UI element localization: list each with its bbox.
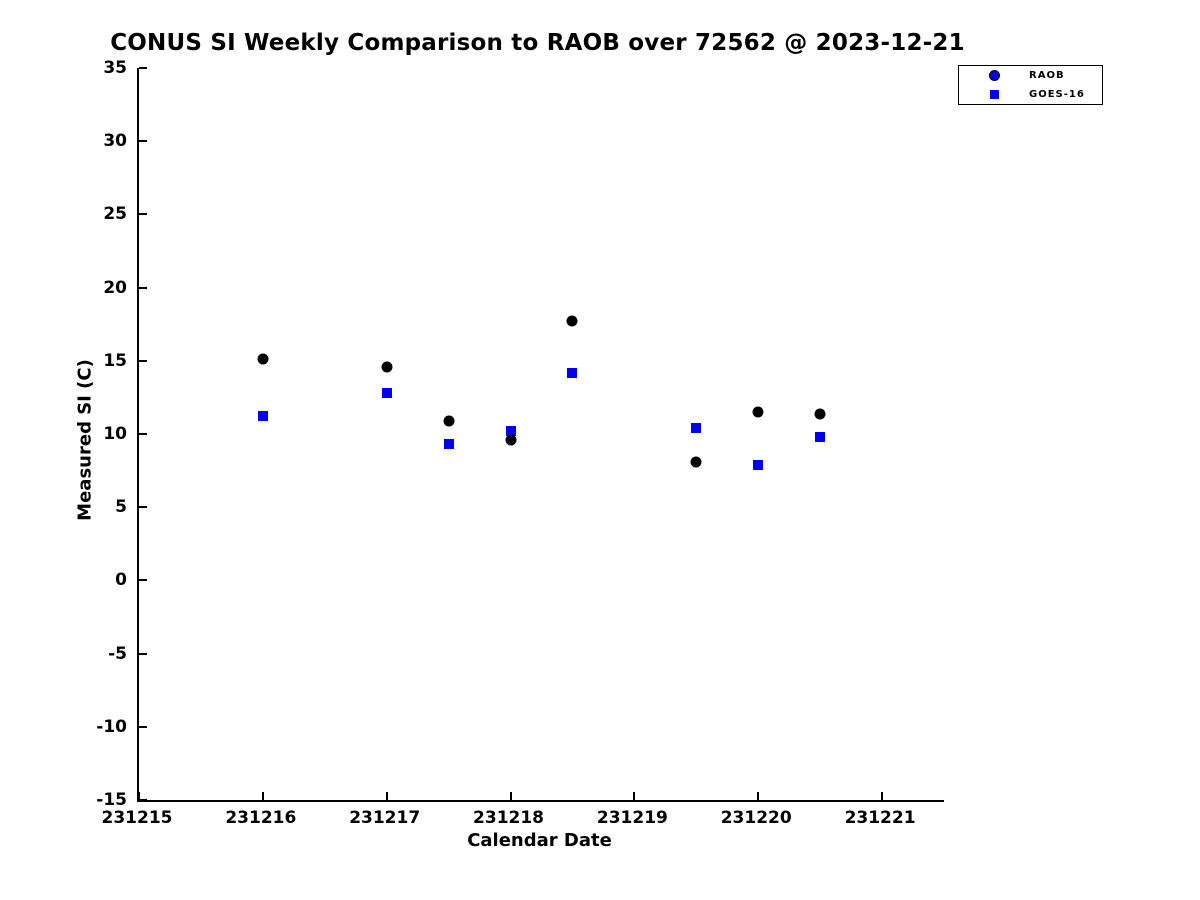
y-tick-mark — [139, 579, 147, 582]
data-point-raob — [505, 434, 517, 446]
legend-label-raob: RAOB — [1029, 70, 1065, 81]
y-tick-mark — [139, 67, 147, 69]
y-tick-mark — [139, 799, 147, 801]
x-tick-mark — [633, 792, 636, 800]
chart-title: CONUS SI Weekly Comparison to RAOB over … — [110, 30, 965, 56]
raob-circle-icon — [988, 70, 1000, 81]
legend: RAOB GOES-16 — [958, 65, 1103, 105]
y-tick-label: 15 — [103, 350, 127, 371]
x-tick-label: 231217 — [349, 808, 421, 828]
data-point-goes16 — [257, 411, 268, 422]
x-tick-label: 231215 — [101, 808, 173, 828]
y-tick-mark — [139, 286, 147, 289]
data-point-goes16 — [567, 367, 578, 378]
data-point-raob — [381, 361, 393, 373]
y-tick-label: 25 — [103, 204, 127, 225]
plot-area — [137, 67, 944, 802]
y-tick-mark — [139, 359, 147, 362]
x-tick-label: 231221 — [844, 808, 916, 828]
y-tick-label: 35 — [103, 58, 127, 78]
data-point-raob — [814, 408, 826, 419]
data-point-goes16 — [753, 459, 764, 470]
legend-row-goes16: GOES-16 — [959, 86, 1102, 103]
legend-row-raob: RAOB — [959, 67, 1102, 84]
x-tick-mark — [881, 792, 884, 800]
y-tick-label: 10 — [103, 424, 127, 444]
legend-marker-cell — [959, 90, 1029, 99]
x-tick-label: 231220 — [720, 808, 792, 828]
data-point-goes16 — [815, 431, 826, 442]
y-tick-label: 30 — [103, 131, 127, 152]
x-tick-mark — [261, 792, 264, 800]
x-tick-mark — [138, 792, 140, 800]
x-tick-label: 231219 — [596, 808, 668, 828]
x-tick-mark — [385, 792, 388, 800]
y-tick-mark — [139, 213, 147, 216]
y-tick-mark — [139, 652, 147, 655]
data-point-raob — [752, 406, 764, 418]
y-tick-label: -10 — [96, 716, 127, 737]
x-tick-label: 231216 — [225, 808, 297, 828]
y-tick-mark — [139, 725, 147, 728]
legend-label-goes16: GOES-16 — [1029, 89, 1085, 100]
x-axis-label: Calendar Date — [467, 830, 612, 851]
y-tick-mark — [139, 506, 147, 509]
data-point-raob — [690, 456, 702, 468]
data-point-goes16 — [691, 423, 702, 434]
y-tick-label: -15 — [96, 790, 127, 810]
data-point-raob — [566, 315, 578, 327]
legend-marker-cell — [959, 70, 1029, 81]
y-tick-mark — [139, 140, 147, 143]
data-point-raob — [443, 415, 455, 427]
data-point-goes16 — [443, 439, 454, 450]
y-tick-label: -5 — [108, 643, 127, 664]
data-point-goes16 — [381, 388, 392, 398]
y-tick-label: 5 — [115, 497, 127, 518]
y-tick-label: 20 — [103, 277, 127, 298]
data-point-goes16 — [505, 426, 516, 437]
y-tick-label: 0 — [115, 570, 127, 591]
y-tick-mark — [139, 433, 147, 435]
x-tick-mark — [757, 792, 760, 800]
x-tick-label: 231218 — [473, 808, 545, 828]
data-point-raob — [257, 353, 269, 365]
goes16-square-icon — [989, 90, 999, 99]
x-tick-mark — [509, 792, 512, 800]
